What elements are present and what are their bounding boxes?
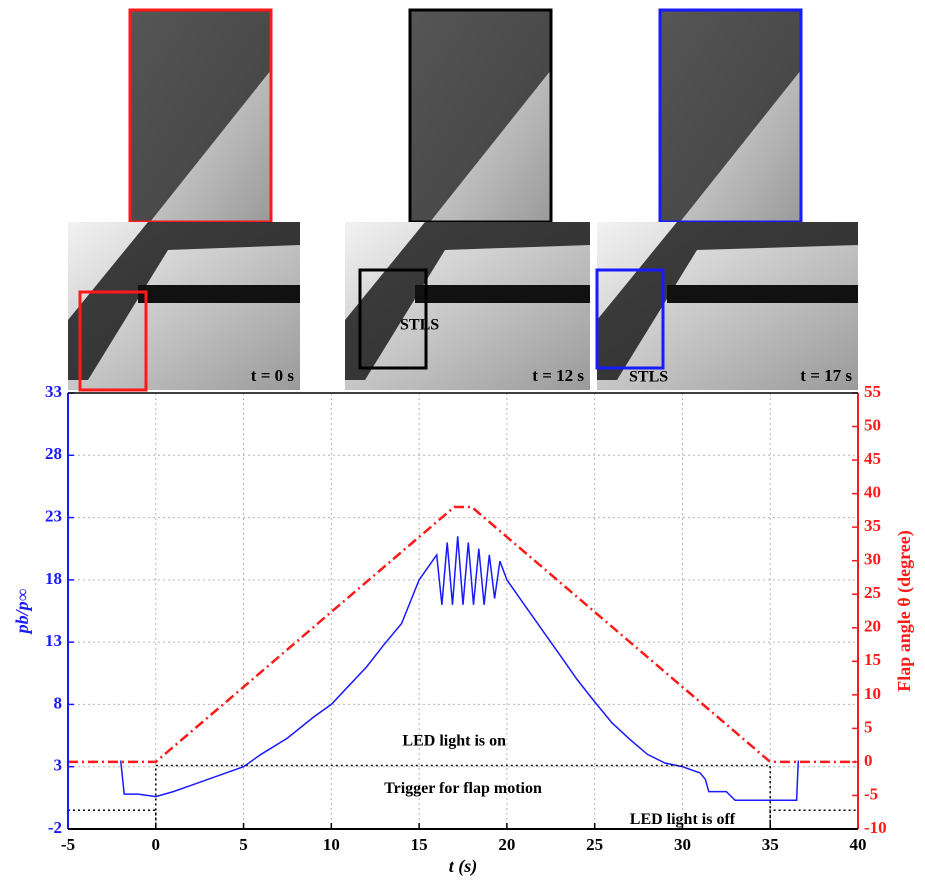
y2-tick-label: 30 [864,550,881,569]
panel-label: STLS [400,317,439,334]
annotation: Trigger for flap motion [384,780,542,797]
y2-tick-label: 20 [864,617,881,636]
x-tick-label: 20 [498,835,515,854]
x-tick-label: 15 [411,835,428,854]
y2-tick-label: 15 [864,650,881,669]
y2-tick-label: -10 [864,818,887,837]
y2-tick-label: 0 [864,751,873,770]
y2-tick-label: 40 [864,483,881,502]
y-tick-label: 13 [45,631,62,650]
zoom-frame [358,268,428,370]
y2-tick-label: 50 [864,415,881,434]
y-tick-label: 23 [45,506,62,525]
x-tick-label: 30 [674,835,691,854]
zoom-frame [595,268,665,370]
y-axis-label: pb/p∞ [12,588,32,635]
y2-tick-label: 45 [864,449,881,468]
x-tick-label: -5 [61,835,75,854]
series-line [68,505,858,764]
x-axis-label: t (s) [449,856,478,877]
x-tick-label: 5 [239,835,248,854]
x-tick-label: 35 [762,835,779,854]
y2-tick-label: 25 [864,583,881,602]
photo-shape [130,10,271,222]
y-tick-label: 8 [54,693,63,712]
series-line [119,536,800,802]
y2-tick-label: 10 [864,684,881,703]
x-tick-label: 0 [152,835,161,854]
photo-shape [597,222,858,380]
photo-shape [68,222,300,380]
panel-time: t = 12 s [532,366,584,385]
x-tick-label: 10 [323,835,340,854]
panel-time: t = 17 s [800,366,852,385]
y-tick-label: 3 [54,756,63,775]
y2-tick-label: 55 [864,382,881,401]
y-tick-label: 33 [45,382,62,401]
photo-shape [410,10,551,222]
y2-tick-label: 35 [864,516,881,535]
photo-shape [345,222,590,380]
y-tick-label: -2 [48,818,62,837]
x-tick-label: 25 [586,835,603,854]
photos: t = 0 s t = 12 s STLS t = 17 s STLS [68,8,858,392]
series-line [68,764,858,829]
y-tick-label: 18 [45,569,62,588]
photo-band [138,285,300,303]
x-tick-label: 40 [850,835,867,854]
photo-band [667,285,858,303]
y2-tick-label: -5 [864,784,878,803]
photo-band [415,285,590,303]
y2-axis-label: Flap angle θ (degree) [894,530,915,692]
photo-shape [660,10,801,222]
annotation: LED light is on [402,732,506,749]
panel-label: STLS [629,369,668,386]
panel-time: t = 0 s [251,366,295,385]
y-tick-label: 28 [45,444,62,463]
y2-tick-label: 5 [864,717,873,736]
annotation: LED light is off [630,811,736,828]
zoom-frame [78,290,148,392]
